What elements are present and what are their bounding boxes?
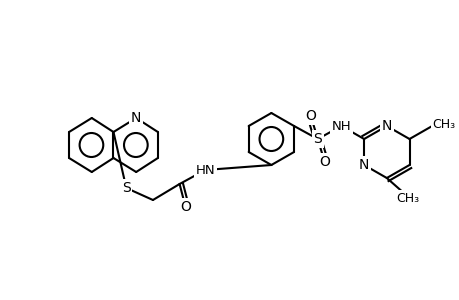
Text: N: N [381,119,391,133]
Text: N: N [131,111,141,125]
Text: N: N [358,158,369,172]
Text: O: O [305,109,316,123]
Text: CH₃: CH₃ [431,118,454,131]
Text: NH: NH [331,119,351,133]
Text: S: S [122,181,130,195]
Text: O: O [179,200,190,214]
Text: CH₃: CH₃ [395,191,418,205]
Text: O: O [319,155,330,169]
Text: S: S [313,132,321,146]
Text: HN: HN [195,164,215,176]
